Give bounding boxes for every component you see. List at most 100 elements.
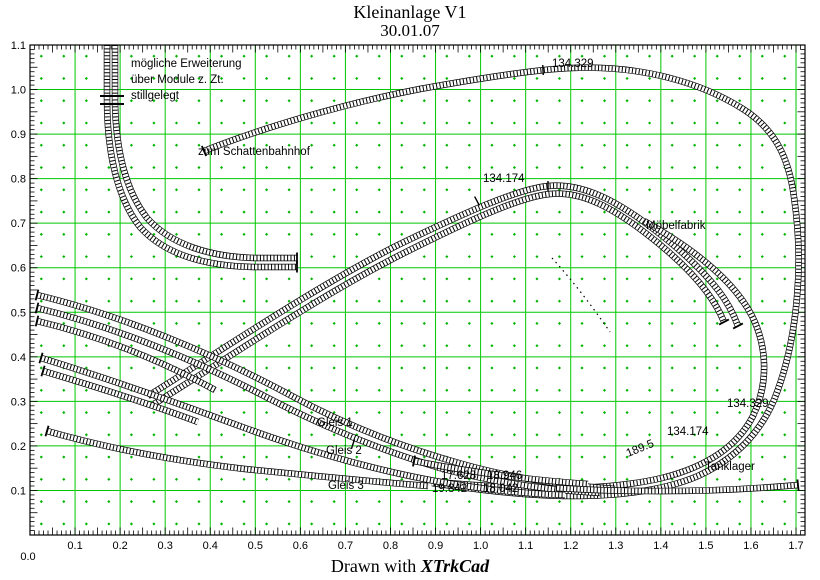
grid-dot	[467, 388, 471, 392]
grid-dot	[84, 232, 88, 236]
grid-dot	[39, 143, 43, 147]
grid-dot	[174, 99, 179, 103]
grid-dot	[760, 143, 764, 147]
grid-dot	[445, 99, 449, 103]
grid-dot	[625, 54, 629, 58]
grid-dot	[693, 500, 697, 504]
grid-dot	[670, 366, 674, 370]
grid-dot	[445, 366, 449, 370]
grid-dot	[265, 500, 269, 504]
grid-dot	[670, 143, 674, 147]
track-joint-tick	[542, 64, 544, 76]
grid-dot	[84, 433, 88, 437]
plan-annotation: 134.329	[727, 398, 769, 410]
grid-dot	[535, 299, 539, 303]
grid-dot	[557, 165, 562, 170]
grid-dot	[265, 455, 269, 459]
grid-dot	[670, 99, 674, 103]
grid-dot	[602, 433, 607, 437]
grid-dot	[84, 277, 88, 281]
grid-dot	[107, 410, 111, 415]
grid-dot	[265, 210, 269, 214]
grid-dot	[422, 522, 426, 526]
grid-dot	[310, 210, 314, 214]
grid-dot	[580, 388, 584, 392]
grid-dot	[648, 344, 652, 348]
grid-dot	[512, 255, 516, 259]
grid-dot	[738, 121, 742, 125]
grid-dot	[332, 344, 336, 348]
grid-dot	[242, 522, 246, 526]
grid-dot	[715, 99, 719, 103]
grid-dot	[219, 165, 224, 170]
grid-dot	[287, 366, 291, 370]
grid-dot	[310, 188, 314, 192]
x-axis-label: 0.6	[293, 540, 308, 552]
grid-dot	[422, 76, 426, 81]
grid-dot	[197, 76, 201, 81]
grid-dot	[197, 500, 201, 504]
grid-dot	[625, 410, 629, 415]
grid-dot	[310, 121, 314, 125]
grid-dot	[422, 500, 426, 504]
grid-dot	[760, 99, 764, 103]
grid-dot	[602, 99, 607, 103]
grid-dot	[715, 121, 719, 125]
grid-dot	[783, 410, 787, 415]
grid-dot	[580, 210, 584, 214]
y-axis-label: 0.5	[11, 307, 26, 319]
grid-dot	[310, 344, 314, 348]
grid-dot	[648, 99, 652, 103]
grid-dot	[715, 500, 719, 504]
grid-dot	[332, 522, 336, 526]
grid-dot	[242, 121, 246, 125]
grid-dot	[602, 455, 607, 459]
grid-dot	[310, 522, 314, 526]
grid-dot	[310, 54, 314, 58]
grid-dot	[670, 455, 674, 459]
track-end-cap	[732, 322, 744, 330]
grid-dot	[467, 522, 471, 526]
grid-dot	[738, 99, 742, 103]
grid-dot	[219, 321, 224, 325]
grid-dot	[557, 388, 562, 392]
grid-dot	[152, 477, 156, 481]
grid-dot	[129, 165, 133, 170]
grid-dot	[445, 143, 449, 147]
grid-dot	[715, 76, 719, 81]
grid-dot	[602, 522, 607, 526]
grid-dot	[557, 255, 562, 259]
grid-dot	[84, 165, 88, 170]
footer-brand: XTrkCad	[420, 556, 490, 576]
grid-dot	[310, 99, 314, 103]
grid-dot	[355, 321, 359, 325]
grid-dot	[310, 165, 314, 170]
grid-dot	[783, 522, 787, 526]
grid-dot	[242, 165, 246, 170]
grid-dot	[152, 299, 156, 303]
track-module-stub-right-ties	[112, 45, 297, 261]
x-axis-label: 0.7	[338, 540, 353, 552]
grid-dot	[445, 344, 449, 348]
grid-dot	[242, 299, 246, 303]
grid-dot	[39, 299, 43, 303]
grid-dot	[602, 76, 607, 81]
grid-dot	[332, 232, 336, 236]
grid-dot	[693, 321, 697, 325]
grid-dot	[129, 366, 133, 370]
grid-dot	[715, 232, 719, 236]
grid-dot	[219, 410, 224, 415]
grid-dot	[557, 210, 562, 214]
grid-dot	[152, 99, 156, 103]
grid-dot	[265, 344, 269, 348]
grid-dot	[377, 410, 381, 415]
grid-dot	[648, 165, 652, 170]
grid-dot	[760, 232, 764, 236]
grid-dot	[648, 188, 652, 192]
grid-dot	[625, 299, 629, 303]
grid-dot	[738, 232, 742, 236]
grid-dot	[467, 366, 471, 370]
grid-dot	[242, 433, 246, 437]
grid-dot	[287, 54, 291, 58]
plan-annotation: Gleis 1	[317, 417, 353, 429]
